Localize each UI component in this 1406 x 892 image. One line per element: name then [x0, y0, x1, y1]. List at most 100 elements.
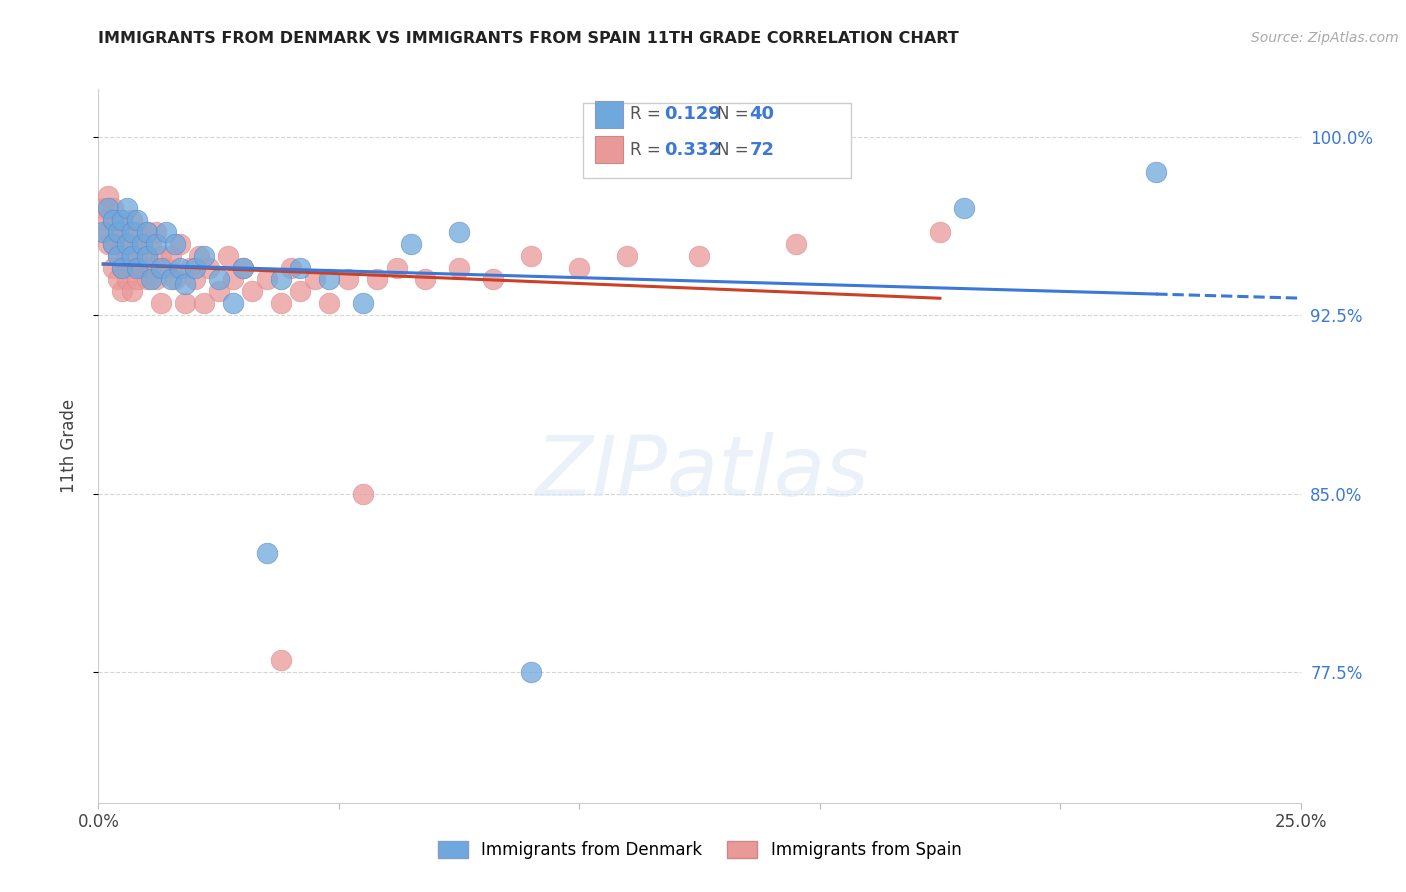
Point — [131, 236, 153, 251]
Point — [97, 189, 120, 203]
Point — [107, 272, 129, 286]
Point — [270, 653, 292, 667]
Point — [222, 296, 245, 310]
Point — [101, 201, 124, 215]
Point — [447, 260, 470, 275]
Point — [131, 260, 153, 275]
Point — [121, 249, 143, 263]
Point — [125, 213, 148, 227]
Point — [399, 236, 422, 251]
Point — [222, 272, 245, 286]
Point — [97, 236, 120, 251]
Point — [208, 285, 231, 299]
Text: IMMIGRANTS FROM DENMARK VS IMMIGRANTS FROM SPAIN 11TH GRADE CORRELATION CHART: IMMIGRANTS FROM DENMARK VS IMMIGRANTS FR… — [98, 31, 959, 46]
Text: 72: 72 — [749, 141, 775, 159]
Text: R =: R = — [630, 141, 666, 159]
Point — [366, 272, 388, 286]
Point — [101, 236, 124, 251]
Point — [689, 249, 711, 263]
Text: N =: N = — [717, 141, 754, 159]
Point — [217, 249, 239, 263]
Point — [240, 285, 263, 299]
Point — [121, 225, 143, 239]
Point — [616, 249, 638, 263]
Point — [256, 546, 278, 560]
Point — [337, 272, 360, 286]
Point — [290, 285, 312, 299]
Point — [121, 285, 143, 299]
Point — [953, 201, 976, 215]
Point — [107, 249, 129, 263]
Point — [169, 260, 191, 275]
Point — [481, 272, 503, 286]
Point — [415, 272, 437, 286]
Point — [117, 225, 139, 239]
Point — [117, 249, 139, 263]
Point — [385, 260, 408, 275]
Text: N =: N = — [717, 105, 754, 123]
Point — [97, 225, 120, 239]
Point — [107, 225, 129, 239]
Point — [125, 225, 148, 239]
Point — [290, 260, 312, 275]
Point — [447, 225, 470, 239]
Point — [121, 213, 143, 227]
Point — [107, 225, 129, 239]
Point — [101, 236, 124, 251]
Point — [183, 260, 205, 275]
Point — [155, 225, 177, 239]
Point — [520, 249, 543, 263]
Point — [208, 272, 231, 286]
Point — [183, 272, 205, 286]
Point — [91, 213, 114, 227]
Point — [165, 272, 187, 286]
Point — [121, 260, 143, 275]
Text: 0.129: 0.129 — [664, 105, 720, 123]
Point — [149, 249, 172, 263]
Point — [318, 296, 340, 310]
Point — [111, 213, 134, 227]
Point — [256, 272, 278, 286]
Point — [193, 296, 215, 310]
Point — [111, 260, 134, 275]
Point — [135, 249, 157, 263]
Point — [125, 272, 148, 286]
Point — [141, 236, 163, 251]
Point — [188, 249, 211, 263]
Text: R =: R = — [630, 105, 666, 123]
Point — [141, 260, 163, 275]
Point — [135, 249, 157, 263]
Point — [135, 272, 157, 286]
Point — [97, 201, 120, 215]
Point — [117, 272, 139, 286]
Point — [111, 236, 134, 251]
Point — [352, 296, 374, 310]
Point — [141, 272, 163, 286]
Point — [101, 213, 124, 227]
Point — [193, 249, 215, 263]
Text: Source: ZipAtlas.com: Source: ZipAtlas.com — [1251, 31, 1399, 45]
Point — [135, 225, 157, 239]
Point — [165, 236, 187, 251]
Point — [117, 201, 139, 215]
Point — [318, 272, 340, 286]
Point — [111, 285, 134, 299]
Point — [135, 225, 157, 239]
Point — [145, 236, 167, 251]
Point — [270, 272, 292, 286]
Point — [785, 236, 807, 251]
Point — [145, 272, 167, 286]
Point — [174, 277, 197, 292]
Y-axis label: 11th Grade: 11th Grade — [59, 399, 77, 493]
Point — [169, 236, 191, 251]
Point — [125, 260, 148, 275]
Point — [91, 225, 114, 239]
Point — [125, 249, 148, 263]
Point — [520, 665, 543, 679]
Point — [232, 260, 254, 275]
Point — [111, 213, 134, 227]
Point — [232, 260, 254, 275]
Point — [145, 225, 167, 239]
Point — [198, 260, 221, 275]
Point — [304, 272, 326, 286]
